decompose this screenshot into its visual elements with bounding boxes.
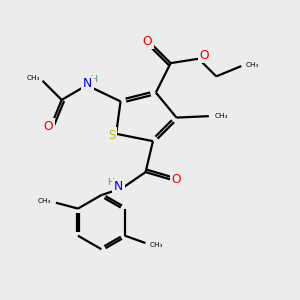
Text: CH₃: CH₃ [246,61,259,68]
Text: O: O [44,120,53,133]
Text: CH₃: CH₃ [38,198,51,204]
Text: H: H [91,75,98,84]
Text: O: O [200,49,209,62]
Text: O: O [172,173,181,186]
Text: O: O [142,34,152,48]
Text: CH₃: CH₃ [27,75,40,81]
Text: N: N [114,180,123,193]
Text: CH₃: CH₃ [214,113,228,119]
Text: H: H [107,178,114,188]
Text: S: S [108,129,115,142]
Text: N: N [83,77,92,90]
Text: CH₃: CH₃ [150,242,164,248]
